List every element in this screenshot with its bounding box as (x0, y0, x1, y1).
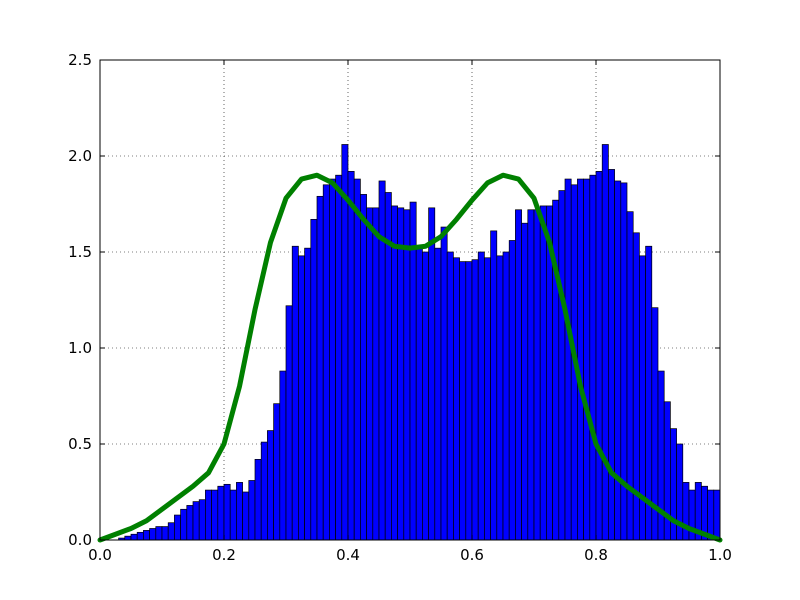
histogram-bar (459, 261, 467, 541)
histogram-bar (279, 370, 287, 541)
histogram-bar (434, 247, 442, 541)
density-curve-layer (97, 172, 723, 543)
histogram-bar (304, 247, 312, 541)
histogram-bar (440, 226, 448, 541)
histogram-bar (682, 482, 690, 541)
histogram-bar (347, 171, 355, 541)
histogram-bar (192, 501, 200, 541)
histogram-bar (527, 209, 535, 541)
histogram-bar (217, 485, 225, 541)
histogram-bar (465, 261, 473, 541)
histogram-bar (583, 178, 591, 541)
x-tick-label: 0.0 (88, 546, 112, 564)
x-tick-label: 1.0 (708, 546, 732, 564)
histogram-bar (564, 178, 572, 541)
histogram-bar (713, 489, 721, 541)
histogram-bar (428, 207, 436, 541)
histogram-bar (329, 178, 336, 541)
histogram-bar (614, 180, 622, 541)
histogram-bar (409, 201, 417, 541)
histogram-bar (521, 222, 529, 541)
histogram-bar (508, 240, 516, 541)
histogram-bar (595, 171, 603, 541)
histogram-bar (397, 207, 405, 541)
histogram-bar (391, 205, 398, 541)
histogram-bar (589, 174, 597, 541)
histogram-bars (118, 144, 721, 541)
histogram-bar (341, 144, 349, 541)
histogram-bar (161, 526, 169, 541)
histogram-bar (242, 491, 250, 541)
histogram-bar (298, 255, 305, 541)
histogram-bar (236, 482, 243, 541)
histogram-bar (291, 245, 299, 541)
histogram-bar (136, 531, 144, 541)
histogram-bar (446, 251, 454, 541)
histogram-bar (707, 489, 715, 541)
tick-labels: 0.0 0.2 0.4 0.6 0.8 1.0 0.0 0.5 1.0 1.5 2.0 2.5 (68, 51, 732, 564)
histogram-bar (335, 174, 343, 541)
histogram-bar (285, 305, 293, 541)
histogram-bar (577, 178, 584, 541)
histogram-bar (558, 190, 566, 541)
histogram-bar (155, 526, 163, 541)
histogram-bar (372, 207, 380, 541)
histogram-bar (223, 483, 231, 541)
histogram-bar (310, 219, 318, 541)
y-tick-label: 2.0 (68, 147, 92, 165)
x-tick-label: 0.8 (584, 546, 608, 564)
histogram-bar (360, 194, 367, 541)
y-tick-label: 2.5 (68, 51, 92, 69)
histogram-bar (403, 209, 411, 541)
histogram-bar (415, 245, 423, 541)
histogram-bar (149, 528, 157, 541)
histogram-bar (229, 489, 237, 541)
histogram-bar (490, 230, 498, 541)
x-tick-label: 0.6 (460, 546, 484, 564)
histogram-bar (198, 499, 206, 541)
x-tick-label: 0.2 (212, 546, 236, 564)
histogram-bar (608, 169, 615, 541)
histogram-bar (496, 255, 504, 541)
y-tick-label: 1.5 (68, 243, 92, 261)
histogram-bar (254, 459, 262, 541)
histogram-bar (124, 535, 132, 541)
y-tick-label: 0.0 (68, 531, 92, 549)
histogram-bar (366, 207, 374, 541)
axis-ticks (99, 59, 721, 541)
histogram-bar (260, 441, 268, 541)
histogram-bar (322, 184, 330, 541)
density-curve (97, 172, 723, 543)
histogram-bar (515, 209, 522, 541)
histogram-bar (316, 195, 324, 541)
histogram-bar (174, 514, 181, 541)
histogram-bar (471, 259, 479, 541)
histogram-bar (533, 209, 541, 541)
histogram-bar (205, 489, 212, 541)
histogram-bar (248, 480, 256, 541)
histogram-bar (211, 489, 219, 541)
histogram-bar (477, 251, 485, 541)
histogram-bar (502, 251, 510, 541)
histogram-bar (167, 522, 175, 541)
histogram-bar (267, 430, 274, 541)
x-tick-label: 0.4 (336, 546, 360, 564)
histogram-bar (130, 533, 138, 541)
y-tick-label: 1.0 (68, 339, 92, 357)
histogram-bar (422, 251, 429, 541)
histogram-bar (143, 530, 150, 541)
histogram-bar (273, 403, 281, 541)
histogram-bar (180, 508, 188, 541)
histogram-bar (601, 144, 609, 541)
histogram-bar (645, 245, 653, 541)
histogram-bar (453, 257, 460, 541)
histogram-bar (539, 205, 547, 541)
y-tick-label: 0.5 (68, 435, 92, 453)
histogram-bar (353, 178, 361, 541)
histogram-bar (484, 257, 491, 541)
plot-frame (99, 59, 721, 541)
histogram-bar (186, 505, 194, 541)
